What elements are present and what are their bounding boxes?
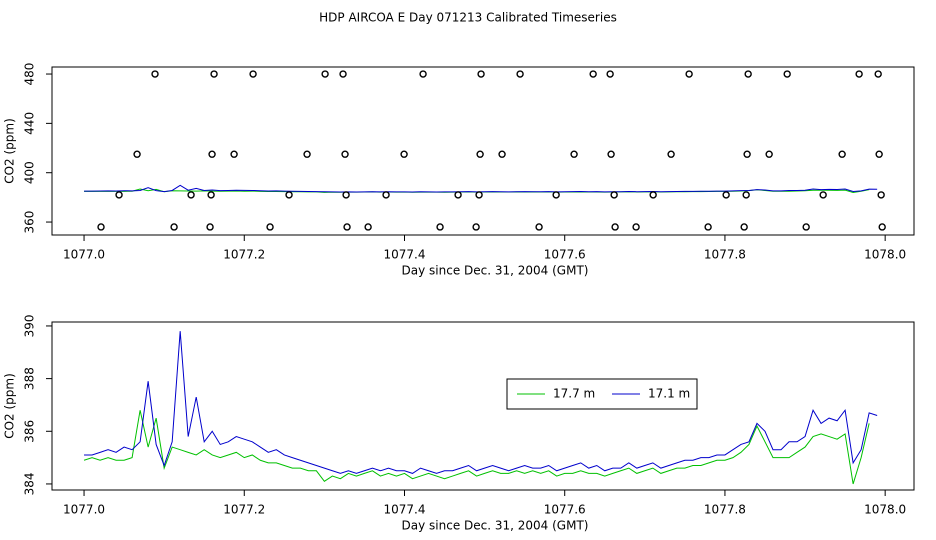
legend-label: 17.1 m [648, 387, 690, 401]
point [342, 191, 350, 199]
point [516, 70, 524, 78]
y-tick-label: 440 [23, 112, 37, 135]
point [875, 150, 883, 158]
x-tick-label: 1077.2 [223, 248, 265, 262]
point [765, 150, 773, 158]
point [722, 191, 730, 199]
point [874, 70, 882, 78]
point [819, 191, 827, 199]
point [341, 150, 349, 158]
x-tick-label: 1077.0 [63, 248, 105, 262]
point [535, 223, 543, 231]
point [704, 223, 712, 231]
point [877, 191, 885, 199]
series-line [84, 331, 878, 474]
point [744, 70, 752, 78]
x-axis-label: Day since Dec. 31, 2004 (GMT) [402, 519, 589, 533]
x-tick-label: 1078.0 [864, 248, 906, 262]
point [210, 70, 218, 78]
plot-frame [51, 66, 915, 236]
point [607, 150, 615, 158]
point [170, 223, 178, 231]
x-tick-label: 1077.6 [544, 248, 586, 262]
point [667, 150, 675, 158]
point [364, 223, 372, 231]
point [230, 150, 238, 158]
x-tick-label: 1077.8 [704, 248, 746, 262]
point [208, 150, 216, 158]
y-tick-label: 388 [23, 367, 37, 390]
x-tick-label: 1077.8 [704, 503, 746, 517]
point [472, 223, 480, 231]
point [206, 223, 214, 231]
point [552, 191, 560, 199]
point [838, 150, 846, 158]
point [419, 70, 427, 78]
point [855, 70, 863, 78]
y-tick-label: 360 [23, 211, 37, 234]
point [685, 70, 693, 78]
point [740, 223, 748, 231]
page-title: HDP AIRCOA E Day 071213 Calibrated Times… [319, 11, 617, 25]
point [97, 223, 105, 231]
y-tick-label: 386 [23, 420, 37, 443]
point [783, 70, 791, 78]
x-tick-label: 1077.6 [544, 503, 586, 517]
point [632, 223, 640, 231]
point [476, 150, 484, 158]
point [339, 70, 347, 78]
point [436, 223, 444, 231]
point [115, 191, 123, 199]
x-tick-label: 1078.0 [864, 503, 906, 517]
point [151, 70, 159, 78]
point [878, 223, 886, 231]
point [382, 191, 390, 199]
point [589, 70, 597, 78]
point [477, 70, 485, 78]
point [475, 191, 483, 199]
point [570, 150, 578, 158]
point [610, 191, 618, 199]
y-tick-label: 480 [23, 63, 37, 86]
x-tick-label: 1077.0 [63, 503, 105, 517]
point [249, 70, 257, 78]
point [303, 150, 311, 158]
point [266, 223, 274, 231]
point [498, 150, 506, 158]
x-tick-label: 1077.2 [223, 503, 265, 517]
point [649, 191, 657, 199]
point [611, 223, 619, 231]
point [207, 191, 215, 199]
x-axis-label: Day since Dec. 31, 2004 (GMT) [402, 264, 589, 278]
y-axis-label: CO2 (ppm) [3, 118, 17, 184]
point [187, 191, 195, 199]
x-tick-label: 1077.4 [383, 503, 425, 517]
point [400, 150, 408, 158]
series-line [83, 410, 870, 485]
point [321, 70, 329, 78]
x-tick-label: 1077.4 [383, 248, 425, 262]
point [802, 223, 810, 231]
legend-label: 17.7 m [553, 387, 595, 401]
y-tick-label: 390 [23, 314, 37, 337]
plot-frame [51, 321, 915, 491]
point [606, 70, 614, 78]
point [343, 223, 351, 231]
point [454, 191, 462, 199]
y-tick-label: 384 [23, 472, 37, 495]
y-tick-label: 400 [23, 161, 37, 184]
y-axis-label: CO2 (ppm) [3, 373, 17, 439]
point [133, 150, 141, 158]
point [285, 191, 293, 199]
point [743, 150, 751, 158]
point [742, 191, 750, 199]
